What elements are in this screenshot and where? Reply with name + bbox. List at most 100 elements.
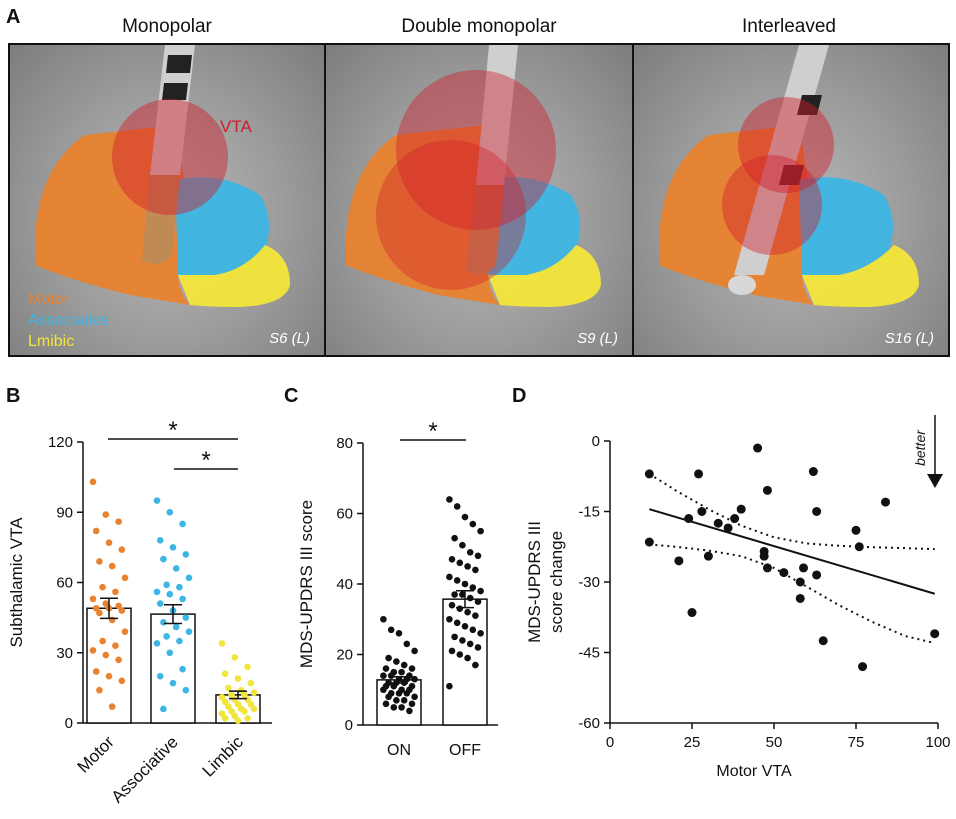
data-point [477,527,484,535]
data-point [466,548,474,556]
data-point [812,507,822,516]
y-tick-label: 80 [336,435,353,452]
data-point [723,523,733,533]
data-point [221,670,229,678]
data-point [221,698,229,706]
data-point [390,682,398,690]
data-point [160,555,167,563]
data-point [185,628,193,635]
data-point [92,604,100,612]
panel-letter-d: D [512,385,527,407]
data-point [160,705,167,713]
data-point [185,574,193,582]
data-point [102,511,110,518]
data-point [153,497,161,504]
data-point [446,615,453,623]
data-point [400,661,408,669]
data-point [477,630,484,637]
data-point [851,525,861,535]
data-point [730,514,740,524]
data-point [382,665,390,672]
data-point [118,546,126,554]
panel-letter-b: B [6,385,21,407]
data-point [176,637,183,645]
data-point [247,679,255,687]
data-point [385,693,392,701]
render-monopolar: VTA Motor Associative Lmibic S6 (L) [8,43,326,357]
data-point [461,580,469,588]
data-point [472,612,479,620]
data-point [644,537,654,547]
data-point [448,647,456,655]
data-point [456,605,464,612]
data-point [382,700,390,708]
data-point [808,467,818,477]
data-point [96,558,103,565]
data-point [244,715,251,722]
data-point [406,707,413,715]
data-point [403,689,411,697]
data-point [118,677,126,685]
render-interleaved: S16 (L) [632,43,950,357]
render-title-double-monopolar: Double monopolar [401,16,557,37]
data-point [218,693,226,701]
data-point [387,626,395,634]
data-point [393,658,400,665]
data-point [118,607,126,614]
data-point [156,672,164,680]
legend-limbic: Lmibic [28,333,75,350]
y-tick-label: 90 [56,504,73,521]
associative-region [486,177,580,275]
data-point [179,595,186,603]
vta-label: VTA [220,117,252,136]
data-point [172,565,180,572]
data-point [96,609,103,617]
y-axis-label-line1: MDS-UPDRS III [525,521,544,643]
data-point [477,587,484,595]
data-point [163,633,170,640]
data-point [446,682,453,690]
lead-tip [466,185,504,274]
data-point [795,577,805,587]
y-tick-label: 0 [65,715,73,732]
data-point [459,637,466,644]
significance-star: * [168,417,177,444]
ci-lower [649,543,935,645]
data-point [762,563,772,573]
data-point [411,693,418,701]
data-point [247,700,255,708]
x-tick-label: ON [387,742,411,759]
associative-region [799,177,893,275]
x-tick-label: 25 [684,734,701,751]
data-point [762,485,772,495]
data-point [469,520,477,528]
data-point [228,707,235,715]
data-point [112,588,119,596]
data-point [234,717,242,724]
y-tick-label: -45 [578,645,600,662]
render-title-monopolar: Monopolar [122,16,212,37]
vta-sphere-lower [376,140,526,290]
lead-shaft [476,45,518,185]
y-tick-label: -60 [578,715,600,732]
legend-motor: Motor [28,291,69,308]
data-point [459,591,466,598]
data-point [92,527,100,535]
data-point [474,644,482,651]
data-point [89,478,97,486]
data-point [250,705,258,713]
data-point [448,601,456,609]
data-point [153,588,161,596]
associative-region [175,177,269,275]
data-point [102,651,110,659]
data-point [400,697,408,704]
lead-tip [142,175,180,264]
data-point [753,443,763,453]
data-point [395,630,403,637]
data-point [99,637,106,645]
x-tick-label: Motor [74,732,118,776]
render-title-interleaved: Interleaved [741,16,836,37]
better-arrowhead [927,474,943,488]
data-point [241,691,248,699]
data-point [812,570,822,580]
